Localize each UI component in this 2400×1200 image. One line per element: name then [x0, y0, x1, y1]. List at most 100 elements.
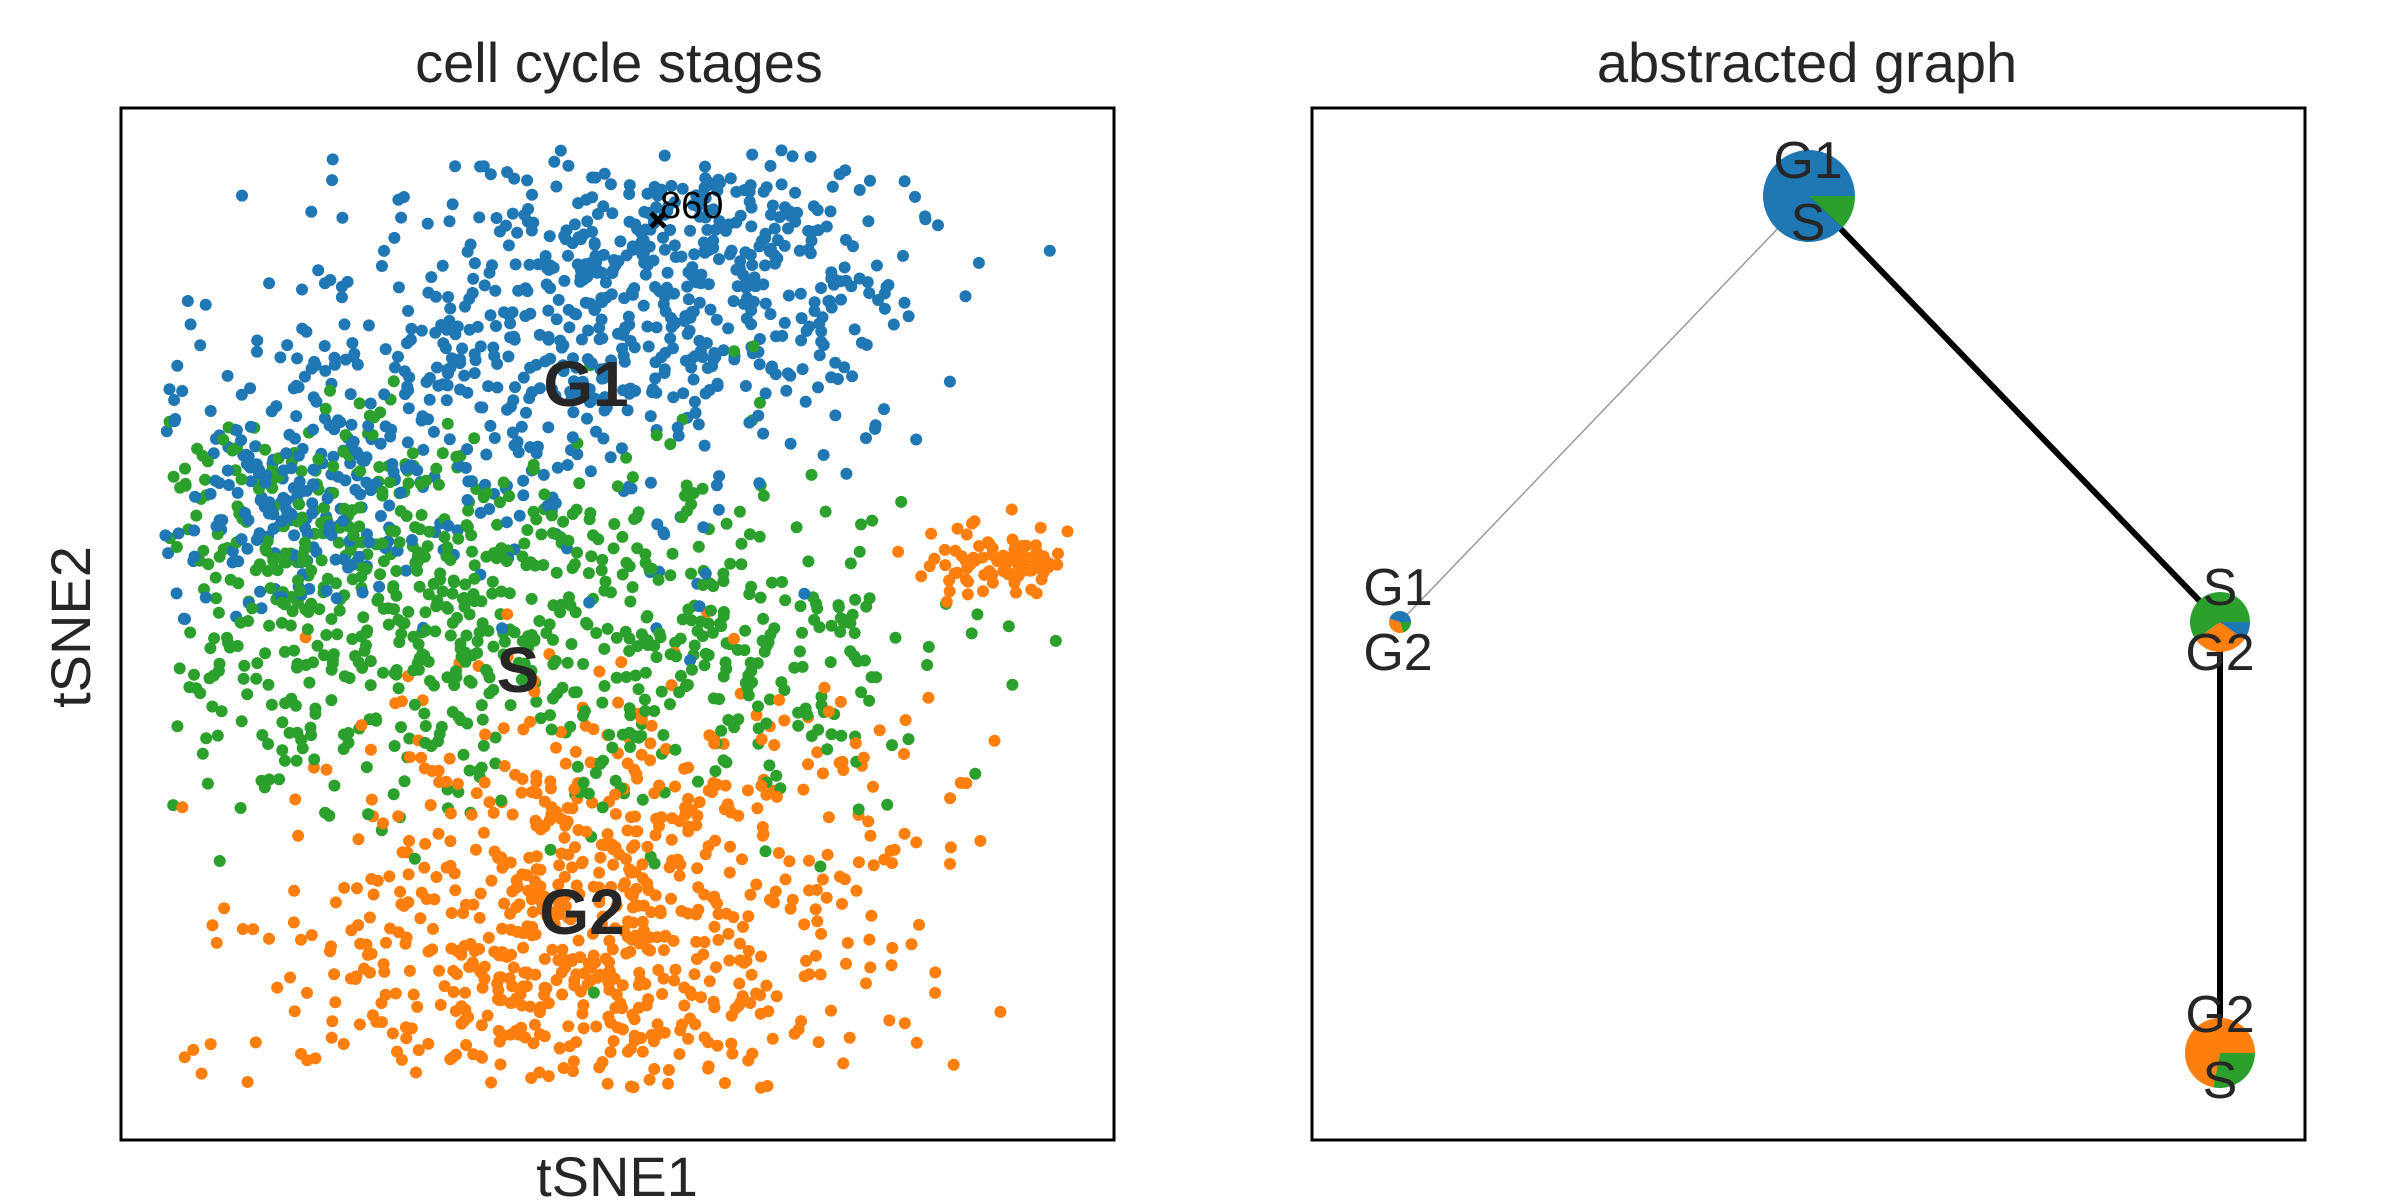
scatter-point-g1: [798, 587, 811, 600]
scatter-point-s: [568, 558, 581, 571]
scatter-point-g1: [687, 373, 700, 386]
scatter-point-s: [419, 720, 432, 732]
scatter-point-g1: [734, 209, 747, 222]
scatter-point-g2: [712, 933, 725, 946]
scatter-point-g1: [898, 175, 911, 188]
scatter-point-g1: [820, 220, 833, 233]
scatter-point-g1: [466, 287, 479, 299]
scatter-point-g1: [245, 475, 257, 488]
scatter-point-s: [735, 537, 748, 550]
scatter-point-g1: [722, 322, 735, 335]
scatter-point-g2: [737, 956, 750, 969]
scatter-point-s: [503, 490, 516, 503]
scatter-point-s: [547, 692, 559, 705]
scatter-point-g1: [335, 291, 348, 304]
scatter-point-g1: [902, 310, 915, 323]
scatter-point-g1: [759, 259, 771, 272]
scatter-point-g1: [698, 439, 711, 452]
scatter-point-g2: [834, 695, 847, 708]
scatter-point-s: [325, 694, 338, 707]
scatter-point-s: [832, 601, 845, 614]
scatter-point-g1: [887, 318, 900, 331]
scatter-point-g2: [632, 1001, 645, 1014]
scatter-point-s: [752, 700, 764, 713]
scatter-point-g1: [786, 150, 799, 163]
scatter-point-g2: [865, 909, 878, 922]
scatter-point-s: [697, 579, 709, 591]
scatter-point-g2: [737, 920, 749, 933]
scatter-point-g2: [410, 1066, 422, 1079]
scatter-point-g1: [411, 464, 424, 477]
scatter-point-s: [516, 550, 529, 563]
scatter-point-s: [616, 530, 629, 543]
scatter-point-g2: [530, 850, 543, 863]
scatter-point-g2: [818, 681, 831, 694]
scatter-point-s: [419, 736, 432, 749]
scatter-point-s: [717, 606, 730, 618]
scatter-point-s: [922, 640, 935, 653]
scatter-point-s: [819, 505, 832, 518]
scatter-point-g2: [707, 995, 720, 1008]
scatter-point-g2: [625, 811, 637, 824]
scatter-point-g2: [493, 949, 506, 962]
scatter-point-s: [421, 540, 434, 553]
scatter-point-s: [835, 729, 848, 742]
scatter-point-g2: [723, 866, 736, 879]
scatter-point-s: [534, 712, 547, 725]
scatter-point-g1: [442, 291, 455, 303]
scatter-point-g2: [778, 714, 791, 727]
scatter-point-g2: [1052, 547, 1064, 560]
scatter-point-g1: [251, 532, 264, 545]
scatter-point-g2: [636, 872, 649, 885]
scatter-point-g2: [403, 834, 416, 847]
scatter-point-g1: [596, 332, 609, 345]
scatter-point-g1: [384, 430, 397, 443]
scatter-point-s: [643, 562, 656, 575]
scatter-point-g2: [949, 544, 962, 557]
scatter-point-s: [521, 524, 534, 536]
scatter-point-s: [311, 639, 324, 652]
scatter-point-g1: [764, 159, 777, 172]
scatter-point-g2: [498, 897, 511, 910]
scatter-point-s: [849, 593, 862, 606]
scatter-point-g1: [241, 542, 254, 555]
scatter-point-s: [234, 616, 247, 629]
scatter-point-g1: [325, 529, 338, 541]
scatter-point-s: [585, 550, 598, 563]
scatter-point-s: [259, 647, 272, 660]
scatter-point-g1: [236, 189, 248, 202]
scatter-point-g2: [645, 906, 658, 919]
scatter-point-g1: [454, 357, 466, 370]
scatter-point-g1: [346, 337, 359, 350]
scatter-point-g1: [811, 204, 824, 217]
scatter-point-g2: [615, 656, 628, 669]
scatter-point-g2: [690, 908, 703, 921]
scatter-point-s: [354, 465, 367, 478]
scatter-point-g2: [800, 954, 813, 967]
scatter-point-s: [325, 663, 338, 676]
scatter-point-s: [392, 682, 405, 695]
scatter-point-g1: [759, 297, 772, 310]
scatter-point-g1: [650, 386, 663, 399]
scatter-point-s: [459, 655, 472, 668]
pie-slice-s: [1400, 622, 1411, 633]
scatter-point-g1: [488, 432, 501, 444]
scatter-point-s: [563, 591, 575, 604]
scatter-point-g2: [241, 1076, 254, 1088]
scatter-point-g1: [829, 409, 842, 422]
scatter-point-s: [217, 433, 230, 446]
scatter-point-g2: [476, 981, 489, 994]
scatter-point-s: [448, 576, 461, 589]
scatter-point-g2: [944, 857, 956, 870]
scatter-point-g1: [517, 371, 530, 384]
scatter-point-g2: [567, 1055, 580, 1068]
scatter-point-s: [259, 443, 272, 456]
scatter-point-g2: [585, 961, 598, 974]
scatter-point-g1: [548, 155, 561, 168]
scatter-point-s: [364, 655, 377, 668]
scatter-point-g2: [820, 891, 833, 904]
scatter-point-s: [448, 679, 461, 692]
scatter-point-s: [387, 788, 400, 801]
scatter-point-s: [167, 470, 180, 483]
scatter-point-g1: [401, 380, 414, 393]
